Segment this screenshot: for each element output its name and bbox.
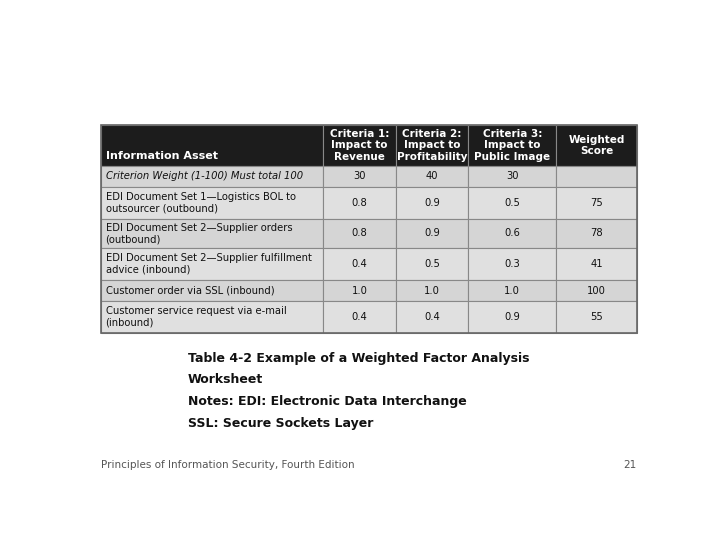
Bar bbox=[557, 187, 637, 219]
Bar bbox=[101, 301, 323, 333]
Bar bbox=[557, 280, 637, 301]
Text: 0.5: 0.5 bbox=[424, 259, 440, 269]
Bar bbox=[323, 280, 396, 301]
Bar bbox=[468, 219, 557, 248]
Text: 0.9: 0.9 bbox=[504, 312, 521, 322]
Bar bbox=[557, 301, 637, 333]
Bar bbox=[396, 280, 468, 301]
Bar bbox=[557, 166, 637, 187]
Text: Weighted
Score: Weighted Score bbox=[569, 134, 625, 156]
Bar bbox=[323, 301, 396, 333]
Bar bbox=[101, 166, 323, 187]
Text: 0.6: 0.6 bbox=[504, 228, 521, 238]
Bar bbox=[323, 248, 396, 280]
Text: 30: 30 bbox=[506, 171, 518, 181]
Bar bbox=[101, 219, 323, 248]
Text: SSL: Secure Sockets Layer: SSL: Secure Sockets Layer bbox=[188, 416, 373, 429]
Text: 0.4: 0.4 bbox=[352, 312, 367, 322]
Text: Criteria 3:
Impact to
Public Image: Criteria 3: Impact to Public Image bbox=[474, 129, 550, 162]
Text: 0.9: 0.9 bbox=[424, 198, 440, 207]
Text: 0.8: 0.8 bbox=[352, 198, 367, 207]
Bar bbox=[396, 219, 468, 248]
Text: Criterion Weight (1-100) Must total 100: Criterion Weight (1-100) Must total 100 bbox=[106, 171, 302, 181]
Text: 0.3: 0.3 bbox=[505, 259, 520, 269]
Text: 1.0: 1.0 bbox=[504, 286, 521, 295]
Bar bbox=[396, 187, 468, 219]
Bar bbox=[396, 166, 468, 187]
Text: 1.0: 1.0 bbox=[424, 286, 440, 295]
Text: EDI Document Set 2—Supplier fulfillment
advice (inbound): EDI Document Set 2—Supplier fulfillment … bbox=[106, 253, 312, 275]
Text: 75: 75 bbox=[590, 198, 603, 207]
Bar bbox=[101, 187, 323, 219]
Text: Worksheet: Worksheet bbox=[188, 373, 263, 386]
Text: 0.8: 0.8 bbox=[352, 228, 367, 238]
Bar bbox=[557, 248, 637, 280]
Bar bbox=[323, 166, 396, 187]
Bar bbox=[101, 248, 323, 280]
Text: 0.9: 0.9 bbox=[424, 228, 440, 238]
Text: Criteria 2:
Impact to
Profitability: Criteria 2: Impact to Profitability bbox=[397, 129, 467, 162]
Bar bbox=[468, 166, 557, 187]
Text: EDI Document Set 1—Logistics BOL to
outsourcer (outbound): EDI Document Set 1—Logistics BOL to outs… bbox=[106, 192, 296, 213]
Text: 1.0: 1.0 bbox=[351, 286, 368, 295]
Text: 55: 55 bbox=[590, 312, 603, 322]
Text: 100: 100 bbox=[588, 286, 606, 295]
Text: 0.4: 0.4 bbox=[352, 259, 367, 269]
Text: Information Asset: Information Asset bbox=[106, 151, 217, 160]
Text: 0.4: 0.4 bbox=[424, 312, 440, 322]
Text: Customer service request via e-mail
(inbound): Customer service request via e-mail (inb… bbox=[106, 306, 287, 328]
Text: 40: 40 bbox=[426, 171, 438, 181]
Bar bbox=[396, 125, 468, 166]
Text: 0.5: 0.5 bbox=[504, 198, 521, 207]
Bar bbox=[101, 125, 323, 166]
Text: Customer order via SSL (inbound): Customer order via SSL (inbound) bbox=[106, 286, 274, 295]
Text: 41: 41 bbox=[590, 259, 603, 269]
Bar bbox=[396, 248, 468, 280]
Bar bbox=[323, 219, 396, 248]
Bar bbox=[468, 187, 557, 219]
Bar bbox=[468, 125, 557, 166]
Text: EDI Document Set 2—Supplier orders
(outbound): EDI Document Set 2—Supplier orders (outb… bbox=[106, 222, 292, 244]
Bar bbox=[468, 301, 557, 333]
Bar bbox=[323, 187, 396, 219]
Text: Principles of Information Security, Fourth Edition: Principles of Information Security, Four… bbox=[101, 460, 355, 470]
Text: 21: 21 bbox=[624, 460, 637, 470]
Bar bbox=[101, 125, 636, 333]
Bar bbox=[396, 301, 468, 333]
Bar bbox=[468, 280, 557, 301]
Bar bbox=[557, 219, 637, 248]
Bar bbox=[557, 125, 637, 166]
Text: 78: 78 bbox=[590, 228, 603, 238]
Text: Criteria 1:
Impact to
Revenue: Criteria 1: Impact to Revenue bbox=[330, 129, 390, 162]
Text: Table 4-2 Example of a Weighted Factor Analysis: Table 4-2 Example of a Weighted Factor A… bbox=[188, 352, 529, 365]
Bar bbox=[468, 248, 557, 280]
Text: Notes: EDI: Electronic Data Interchange: Notes: EDI: Electronic Data Interchange bbox=[188, 395, 467, 408]
Bar bbox=[101, 280, 323, 301]
Text: 30: 30 bbox=[354, 171, 366, 181]
Bar bbox=[323, 125, 396, 166]
